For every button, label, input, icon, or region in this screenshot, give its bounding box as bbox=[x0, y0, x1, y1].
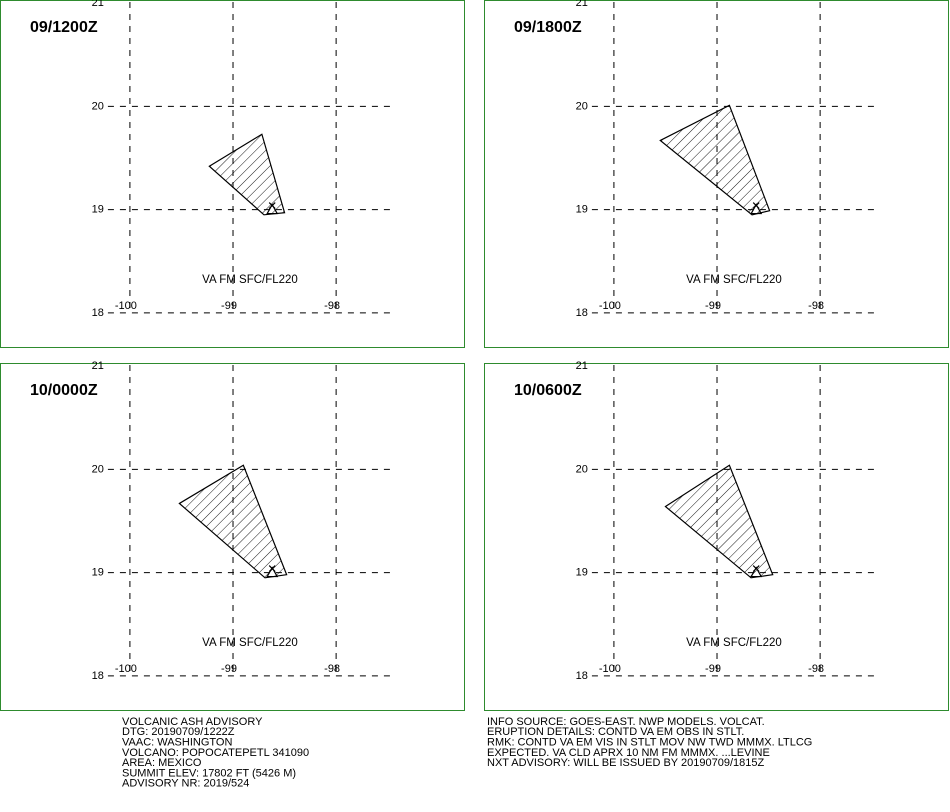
advisory-line: VAAC: WASHINGTON bbox=[122, 737, 232, 749]
panel-frame bbox=[484, 0, 949, 348]
lon-tick-label: -99 bbox=[705, 300, 721, 312]
advisory-line: NXT ADVISORY: WILL BE ISSUED BY 20190709… bbox=[487, 757, 764, 769]
volcano-symbol bbox=[750, 565, 763, 578]
valid-time: 09/1800Z bbox=[514, 19, 582, 36]
map-panel: 18 19 20 21 -100 -99 -98 09/1200Z VA FM SFC/FL22… bbox=[0, 0, 465, 348]
lon-tick-label: -99 bbox=[221, 663, 237, 675]
advisory-line: RMK: CONTD VA EM VIS IN STLT MOV NW TWD … bbox=[487, 737, 812, 749]
lat-tick-label: 19 bbox=[92, 204, 104, 216]
lon-tick-label: -99 bbox=[221, 300, 237, 312]
lat-tick-label: 20 bbox=[576, 463, 588, 475]
volcano-symbol bbox=[266, 565, 279, 578]
lat-tick-label: 21 bbox=[92, 0, 104, 9]
lon-tick-label: -100 bbox=[599, 300, 621, 312]
lat-tick-label: 19 bbox=[576, 567, 588, 579]
lon-tick-label: -99 bbox=[705, 663, 721, 675]
advisory-line: SUMMIT ELEV: 17802 FT (5426 M) bbox=[122, 767, 296, 779]
map-panel: 18 19 20 21 -100 -99 -98 10/0600Z VA FM SFC/FL22… bbox=[484, 360, 949, 711]
ash-cloud bbox=[664, 464, 774, 579]
lat-tick-label: 18 bbox=[576, 670, 588, 682]
lat-tick-label: 21 bbox=[92, 360, 104, 372]
panel-frame bbox=[484, 363, 949, 711]
advisory-line: INFO SOURCE: GOES-EAST. NWP MODELS. VOLC… bbox=[487, 716, 765, 728]
layer-label: VA FM SFC/FL220 bbox=[686, 274, 782, 286]
lat-tick-label: 21 bbox=[576, 360, 588, 372]
lon-tick-label: -98 bbox=[808, 663, 824, 675]
lon-tick-label: -100 bbox=[599, 663, 621, 675]
volcano-symbol bbox=[750, 202, 763, 215]
lat-tick-label: 20 bbox=[92, 463, 104, 475]
ash-cloud bbox=[178, 464, 288, 579]
lat-tick-label: 18 bbox=[576, 307, 588, 319]
lat-tick-label: 21 bbox=[576, 0, 588, 9]
panel-frame bbox=[0, 363, 465, 711]
panel-frame bbox=[0, 0, 465, 348]
lat-tick-label: 18 bbox=[92, 307, 104, 319]
lon-tick-label: -98 bbox=[324, 300, 340, 312]
advisory-line: EXPECTED. VA CLD APRX 10 NM FM MMMX. ...… bbox=[487, 747, 770, 759]
lon-tick-label: -98 bbox=[324, 663, 340, 675]
volcano-symbol bbox=[266, 202, 279, 215]
advisory-line: VOLCANIC ASH ADVISORY bbox=[122, 716, 263, 728]
lat-tick-label: 19 bbox=[92, 567, 104, 579]
lat-tick-label: 18 bbox=[92, 670, 104, 682]
lat-tick-label: 20 bbox=[576, 100, 588, 112]
advisory-line: ERUPTION DETAILS: CONTD VA EM OBS IN STL… bbox=[487, 726, 744, 738]
advisory-line: ADVISORY NR: 2019/524 bbox=[122, 778, 249, 790]
valid-time: 10/0600Z bbox=[514, 382, 582, 399]
layer-label: VA FM SFC/FL220 bbox=[202, 637, 298, 649]
ash-cloud bbox=[208, 133, 286, 216]
map-panel: 18 19 20 21 -100 -99 -98 10/0000Z VA FM SFC/FL22… bbox=[0, 360, 465, 711]
valid-time: 09/1200Z bbox=[30, 19, 98, 36]
advisory-line: AREA: MEXICO bbox=[122, 757, 202, 769]
valid-time: 10/0000Z bbox=[30, 382, 98, 399]
ash-cloud bbox=[659, 104, 771, 216]
lon-tick-label: -100 bbox=[115, 663, 137, 675]
lat-tick-label: 20 bbox=[92, 100, 104, 112]
advisory-line: DTG: 20190709/1222Z bbox=[122, 726, 235, 738]
lat-tick-label: 19 bbox=[576, 204, 588, 216]
layer-label: VA FM SFC/FL220 bbox=[202, 274, 298, 286]
advisory-line: VOLCANO: POPOCATEPETL 341090 bbox=[122, 747, 309, 759]
lon-tick-label: -100 bbox=[115, 300, 137, 312]
lon-tick-label: -98 bbox=[808, 300, 824, 312]
map-panel: 18 19 20 21 -100 -99 -98 09/1800Z VA FM SFC/FL22… bbox=[484, 0, 949, 348]
layer-label: VA FM SFC/FL220 bbox=[686, 637, 782, 649]
